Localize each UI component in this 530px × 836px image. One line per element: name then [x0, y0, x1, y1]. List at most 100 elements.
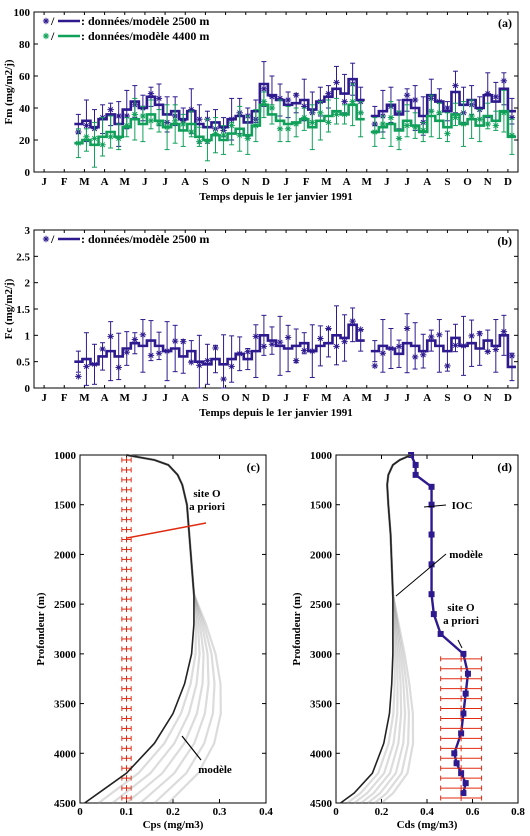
data-point-d2 [261, 343, 267, 349]
y-tick-label: 4500 [310, 798, 333, 810]
data-point [420, 351, 427, 359]
site-o-point [121, 635, 132, 642]
x-tick-label: M [120, 392, 131, 404]
x-tick-label: O [463, 392, 472, 404]
data-point [220, 375, 227, 383]
data-point-d2 [237, 132, 243, 138]
data-point-d2 [108, 107, 114, 113]
x-tick-label: S [202, 392, 208, 404]
data-point [500, 77, 508, 84]
x-tick-label: F [303, 392, 310, 404]
data-point-d2 [380, 121, 386, 127]
x-tick-label: J [41, 176, 47, 188]
panel-label: (d) [497, 460, 512, 474]
data-point [115, 112, 122, 120]
x-tick-label: J [283, 176, 289, 188]
x-tick-label: D [504, 392, 512, 404]
data-point [83, 363, 90, 370]
data-point-d2 [452, 115, 459, 121]
site-o-point [440, 785, 483, 792]
data-point [131, 111, 139, 118]
data-point-d2 [172, 118, 178, 124]
data-point-d2 [132, 111, 138, 117]
ioc-point [460, 790, 467, 797]
x-tick-label: 0.3 [213, 806, 227, 818]
data-point-d2 [301, 348, 307, 354]
x-tick-label: N [242, 392, 250, 404]
data-point-d2 [83, 363, 90, 370]
data-point [107, 133, 114, 140]
data-point-d2 [469, 113, 475, 119]
ioc-point [428, 531, 435, 538]
data-point-d2 [269, 341, 275, 347]
x-tick-label: J [162, 176, 168, 188]
data-point [500, 328, 508, 335]
data-point-d2 [333, 343, 340, 349]
ioc-point [453, 760, 460, 767]
data-point-d2 [325, 119, 332, 125]
data-point [139, 331, 147, 339]
data-point-d2 [428, 334, 434, 340]
data-point-d2 [99, 142, 106, 148]
data-point-d2 [333, 111, 340, 117]
data-point-d2 [493, 123, 499, 129]
data-point [180, 120, 187, 128]
x-tick-label: J [404, 176, 410, 188]
data-point-d2 [333, 79, 340, 85]
data-point-d2 [148, 91, 154, 97]
site-o-point [440, 655, 483, 662]
y-tick-label: 1500 [54, 500, 77, 512]
model-annotation: modèle [449, 549, 483, 561]
y-tick-label: 100 [14, 7, 31, 19]
x-tick-label: 0 [333, 806, 339, 818]
data-point-d2 [108, 333, 114, 339]
site-o-annotation: site O [193, 488, 221, 500]
ioc-leader [423, 504, 447, 508]
y-tick-label: 0 [25, 167, 31, 179]
series-line [370, 87, 516, 118]
site-o-point [121, 626, 132, 632]
plot-frame [33, 11, 519, 173]
data-point [325, 325, 332, 332]
site-o-point [121, 566, 132, 573]
x-tick-label: F [61, 176, 68, 188]
site-o-point [440, 705, 483, 712]
series-line [370, 334, 516, 369]
site-o-point [440, 725, 483, 732]
data-point-d2 [404, 92, 410, 98]
site-o-point [440, 795, 483, 802]
data-point-d2 [372, 363, 378, 369]
y-tick-label: 4000 [310, 748, 333, 760]
ioc-point [428, 501, 435, 508]
site-o-leader [457, 639, 463, 649]
site-o-leader [126, 522, 207, 539]
data-point [428, 108, 435, 115]
data-point [379, 350, 387, 357]
x-tick-label: J [162, 392, 168, 404]
ioc-point [412, 461, 419, 468]
x-tick-label: 0.4 [259, 806, 273, 818]
site-o-point [121, 755, 132, 762]
data-point [452, 82, 459, 89]
x-tick-label: M [362, 176, 373, 188]
site-o-point [121, 586, 132, 593]
data-point [371, 362, 379, 370]
data-point-d2 [509, 353, 515, 359]
data-point [411, 96, 419, 104]
data-point-d2 [196, 116, 202, 122]
data-point [357, 326, 364, 333]
x-tick-label: 0.1 [120, 806, 134, 818]
data-point [228, 122, 235, 129]
site-o-point [121, 655, 132, 662]
site-o-point [121, 765, 132, 772]
data-point-d2 [220, 132, 227, 138]
ioc-annotation: IOC [452, 500, 473, 512]
data-point [155, 120, 163, 128]
data-point [123, 348, 130, 356]
x-tick-label: 0.8 [511, 806, 525, 818]
data-point-d2 [261, 86, 267, 92]
x-tick-label: A [181, 176, 189, 188]
y-tick-label: 2000 [54, 549, 77, 561]
data-point [411, 353, 419, 361]
ioc-point [464, 670, 471, 677]
